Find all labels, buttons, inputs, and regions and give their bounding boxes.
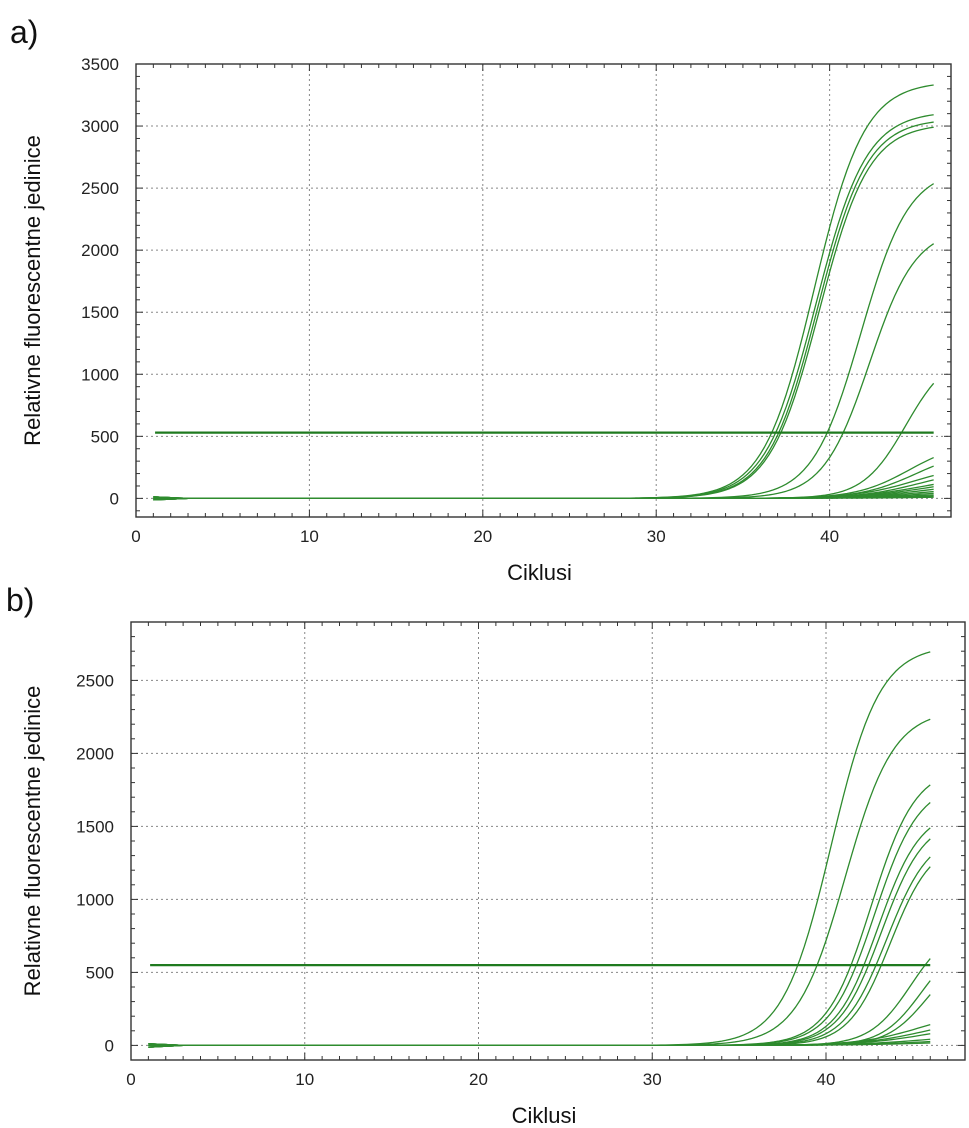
y-tick-label: 500: [86, 963, 114, 982]
y-tick-label: 3000: [81, 117, 119, 136]
x-tick-label: 10: [295, 1070, 314, 1089]
amplification-curve: [153, 84, 934, 501]
x-tick-label: 20: [473, 527, 492, 546]
plot-frame: [130, 621, 966, 1061]
amplification-curve: [148, 718, 931, 1047]
amplification-curve: [148, 866, 931, 1047]
amplification-curve: [153, 382, 935, 501]
y-tick-label: 2500: [76, 671, 114, 690]
y-tick-label: 1000: [81, 365, 119, 384]
chart-panel-b: b) 0 10 20 30 40 0 500 1000 1500 2000 2500 Ciklusi Re…: [6, 582, 966, 1128]
plot-frame: [135, 63, 952, 518]
amplification-curve: [148, 1040, 931, 1048]
panel-label: b): [6, 582, 34, 618]
amplification-curve: [153, 183, 935, 500]
amplification-curve: [148, 1033, 931, 1047]
y-tick-label: 2000: [76, 744, 114, 763]
amplification-curve: [148, 1042, 931, 1047]
x-tick-label: 20: [469, 1070, 488, 1089]
x-axis-title: Ciklusi: [507, 560, 572, 585]
amplification-curve: [148, 827, 931, 1047]
amplification-curve: [153, 114, 934, 500]
x-tick-label: 30: [647, 527, 666, 546]
amplification-curve: [153, 243, 935, 500]
x-tick-label: 40: [820, 527, 839, 546]
amplification-curve: [153, 121, 934, 500]
y-tick-label: 1000: [76, 890, 114, 909]
amplification-curve: [148, 856, 931, 1048]
y-tick-label: 3500: [81, 55, 119, 74]
chart-panel-a: a) 0 10 20 30 40 0 500 1000 1500 2000 2500 3000 3500 C…: [10, 14, 952, 585]
x-tick-label: 0: [131, 527, 140, 546]
amplification-curve: [148, 994, 931, 1047]
amplification-curve: [148, 838, 931, 1047]
amplification-curve: [153, 496, 934, 501]
amplification-curve: [153, 488, 934, 500]
amplification-curve: [153, 465, 934, 500]
y-tick-label: 500: [91, 427, 119, 446]
y-tick-label: 0: [110, 489, 119, 508]
y-tick-label: 2000: [81, 241, 119, 260]
amplification-curve: [148, 802, 931, 1048]
y-axis-title: Relativne fluorescentne jedinice: [20, 686, 45, 997]
y-axis-title: Relativne fluorescentne jedinice: [20, 135, 45, 446]
y-tick-label: 0: [105, 1036, 114, 1055]
x-tick-label: 0: [126, 1070, 135, 1089]
amplification-curve: [153, 456, 934, 500]
y-tick-label: 2500: [81, 179, 119, 198]
y-tick-label: 1500: [81, 303, 119, 322]
x-tick-label: 30: [643, 1070, 662, 1089]
y-tick-label: 1500: [76, 817, 114, 836]
x-tick-label: 10: [300, 527, 319, 546]
x-tick-label: 40: [817, 1070, 836, 1089]
amplification-curve: [148, 958, 931, 1047]
x-axis-title: Ciklusi: [512, 1103, 577, 1128]
amplification-curve: [148, 651, 931, 1048]
panel-label: a): [10, 14, 38, 50]
